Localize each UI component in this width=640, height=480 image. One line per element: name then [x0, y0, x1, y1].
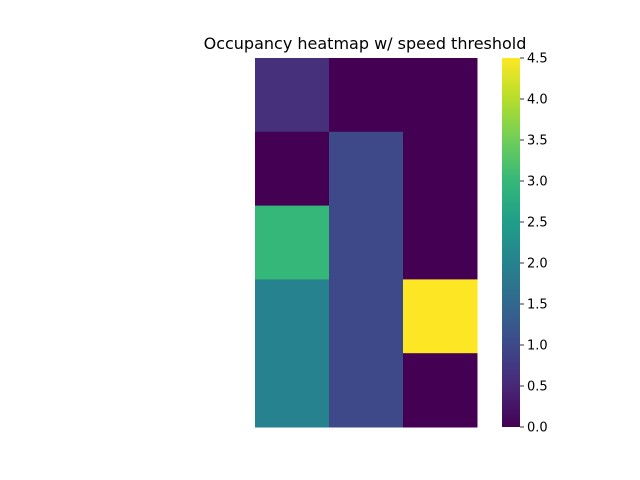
colorbar-tick-label: 4.5: [527, 52, 548, 67]
colorbar-tick-label: 3.0: [527, 175, 548, 190]
heatmap-cell-r0-c2: [403, 58, 478, 133]
heatmap-cell-r4-c2: [403, 353, 478, 428]
heatmap-cell-r2-c1: [329, 205, 404, 280]
heatmap-cell-r4-c0: [255, 353, 330, 428]
heatmap-cell-r0-c1: [329, 58, 404, 133]
colorbar-tick-label: 1.0: [527, 339, 548, 354]
colorbar-ticks: 0.0 0.5 1.0 1.5 2.0 2.5 3.0 3.5 4.0 4.5: [520, 52, 548, 436]
colorbar-tick-label: 2.5: [527, 216, 548, 231]
heatmap-cell-r1-c1: [329, 131, 404, 207]
colorbar-tick-label: 3.5: [527, 134, 548, 149]
colorbar-tick-label: 4.0: [527, 93, 548, 108]
heatmap-cell-r0-c0: [255, 58, 330, 133]
colorbar-tick-label: 2.0: [527, 257, 548, 272]
heatmap-cell-r3-c1: [329, 279, 404, 354]
chart-title: Occupancy heatmap w/ speed threshold: [204, 34, 527, 53]
heatmap-cell-r2-c0: [255, 205, 330, 280]
heatmap-cell-r3-c0: [255, 279, 330, 354]
heatmap-cell-r1-c2: [403, 131, 478, 207]
heatmap-cells: [255, 58, 478, 428]
heatmap-cell-r4-c1: [329, 353, 404, 428]
colorbar-tick-label: 0.0: [527, 421, 548, 436]
colorbar: 0.0 0.5 1.0 1.5 2.0 2.5 3.0 3.5 4.0 4.5: [502, 52, 548, 436]
heatmap-cell-r2-c2: [403, 205, 478, 280]
colorbar-gradient: [502, 58, 520, 427]
colorbar-tick-label: 0.5: [527, 380, 548, 395]
heatmap-cell-r1-c0: [255, 131, 330, 207]
heatmap-cell-r3-c2: [403, 279, 478, 354]
colorbar-tick-label: 1.5: [527, 298, 548, 313]
